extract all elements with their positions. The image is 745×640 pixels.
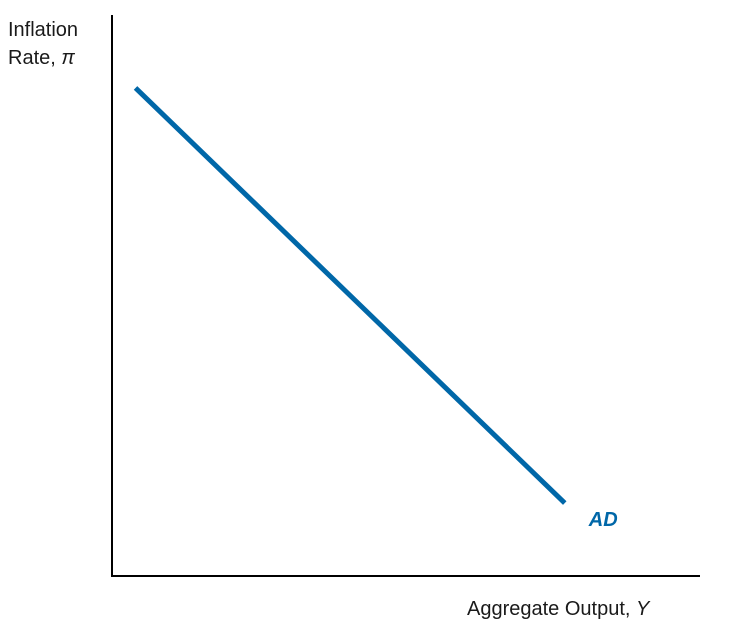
series-layer: AD xyxy=(133,86,618,531)
y-axis-label-prefix: Rate, xyxy=(8,47,61,69)
y-axis-label-line1: Inflation xyxy=(8,19,78,41)
x-axis-label-symbol: Y xyxy=(636,598,651,620)
x-axis-label: Aggregate Output, Y xyxy=(467,598,651,620)
y-axis-label-line2: Rate, π xyxy=(8,47,75,69)
series-line-ad xyxy=(133,86,567,505)
x-axis-label-prefix: Aggregate Output, xyxy=(467,598,636,620)
y-axis-label-symbol: π xyxy=(61,47,75,69)
series-label-ad: AD xyxy=(588,509,618,531)
